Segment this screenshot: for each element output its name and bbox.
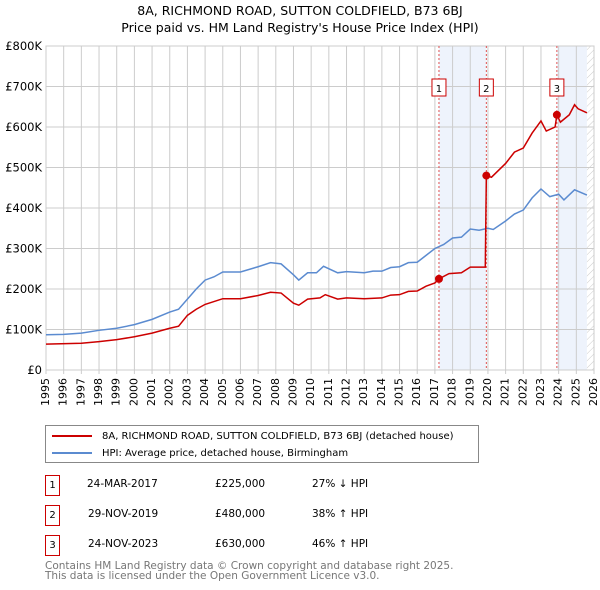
marker-badge: 2 [45, 505, 60, 526]
x-tick-label: 2026 [587, 378, 600, 406]
transaction-row: 1 24-MAR-2017 £225,000 27% ↓ HPI [45, 475, 445, 496]
x-tick-label: 2022 [516, 378, 529, 406]
footer-line: This data is licensed under the Open Gov… [45, 570, 380, 582]
x-tick-label: 2018 [446, 378, 459, 406]
x-tick-label: 2013 [357, 378, 370, 406]
x-tick-label: 2007 [251, 378, 264, 406]
x-tick-label: 1999 [110, 378, 123, 406]
x-tick-label: 1997 [74, 378, 87, 406]
chart-subtitle: Price paid vs. HM Land Registry's House … [121, 20, 479, 35]
x-tick-label: 2009 [286, 378, 299, 406]
marker-badge: 3 [45, 535, 60, 556]
x-tick-label: 2001 [145, 378, 158, 406]
y-tick-label: £500K [5, 161, 42, 175]
y-tick-label: £800K [5, 39, 42, 53]
x-tick-label: 2003 [180, 378, 193, 406]
x-tick-label: 2002 [163, 378, 176, 406]
x-tick-label: 2014 [375, 378, 388, 406]
series-line [45, 103, 588, 345]
sale-label-box [549, 78, 565, 97]
hpi-diff: 46% ↑ HPI [312, 538, 369, 550]
x-tick-label: 2011 [322, 378, 335, 406]
hpi-diff: 38% ↑ HPI [312, 508, 369, 520]
x-tick-label: 2000 [127, 378, 140, 406]
x-tick-label: 2025 [569, 378, 582, 406]
price-chart: 1995 1996 1997 1998 1999 2000 2001 2002 2003 2004… [5, 39, 600, 406]
marker-badge: 1 [45, 475, 60, 496]
hpi-diff: 27% ↓ HPI [312, 478, 369, 490]
y-tick-label: £100K [5, 323, 42, 337]
x-tick-label: 2015 [393, 378, 406, 406]
x-tick-label: 1995 [39, 378, 52, 406]
y-tick-label: £200K [5, 282, 42, 296]
price: £225,000 [215, 478, 266, 490]
x-tick-label: 1996 [57, 378, 70, 406]
legend-item-property: 8A, RICHMOND ROAD, SUTTON COLDFIELD, B73… [52, 428, 454, 444]
x-tick-label: 2012 [340, 378, 353, 406]
legend-line-red [52, 435, 92, 437]
x-tick-label: 2023 [534, 378, 547, 406]
transaction-row: 2 29-NOV-2019 £480,000 38% ↑ HPI [45, 505, 445, 526]
price: £480,000 [215, 508, 266, 520]
legend-label: HPI: Average price, detached house, Birm… [102, 447, 349, 459]
plot-border [45, 45, 595, 371]
x-tick-label: 2006 [233, 378, 246, 406]
date: 29-NOV-2019 [88, 508, 159, 520]
y-tick-label: £600K [5, 120, 42, 134]
x-tick-label: 2016 [410, 378, 423, 406]
footer: Contains HM Land Registry data © Crown c… [45, 560, 454, 582]
x-tick-label: 2005 [216, 378, 229, 406]
x-tick-label: 2004 [198, 378, 211, 406]
series-line [45, 187, 588, 336]
legend-label: 8A, RICHMOND ROAD, SUTTON COLDFIELD, B73… [102, 430, 454, 442]
date: 24-NOV-2023 [88, 538, 159, 550]
price: £630,000 [215, 538, 266, 550]
sale-point [552, 110, 561, 119]
legend-line-blue [52, 452, 92, 454]
legend-item-hpi: HPI: Average price, detached house, Birm… [52, 445, 348, 461]
x-tick-label: 2019 [463, 378, 476, 406]
y-tick-label: £300K [5, 242, 42, 256]
footer-line: Contains HM Land Registry data © Crown c… [45, 560, 454, 572]
x-tick-label: 2008 [269, 378, 282, 406]
x-tick-label: 2017 [428, 378, 441, 406]
sale-label: 2 [483, 84, 489, 95]
legend: 8A, RICHMOND ROAD, SUTTON COLDFIELD, B73… [45, 425, 479, 463]
sale-point [434, 274, 443, 283]
x-tick-label: 2024 [552, 378, 565, 406]
x-tick-label: 1998 [92, 378, 105, 406]
sale-label-box [478, 78, 494, 97]
sale-label: 1 [436, 84, 442, 95]
sale-label: 3 [554, 84, 560, 95]
chart-title: 8A, RICHMOND ROAD, SUTTON COLDFIELD, B73… [137, 3, 463, 18]
x-tick-label: 2021 [499, 378, 512, 406]
x-tick-label: 2020 [481, 378, 494, 406]
y-tick-label: £400K [5, 201, 42, 215]
y-tick-label: £700K [5, 80, 42, 94]
x-tick-label: 2010 [304, 378, 317, 406]
sale-point [482, 171, 491, 180]
date: 24-MAR-2017 [87, 478, 158, 490]
transaction-row: 3 24-NOV-2023 £630,000 46% ↑ HPI [45, 535, 445, 556]
sale-label-box [431, 78, 447, 97]
y-tick-label: £0 [27, 363, 42, 377]
